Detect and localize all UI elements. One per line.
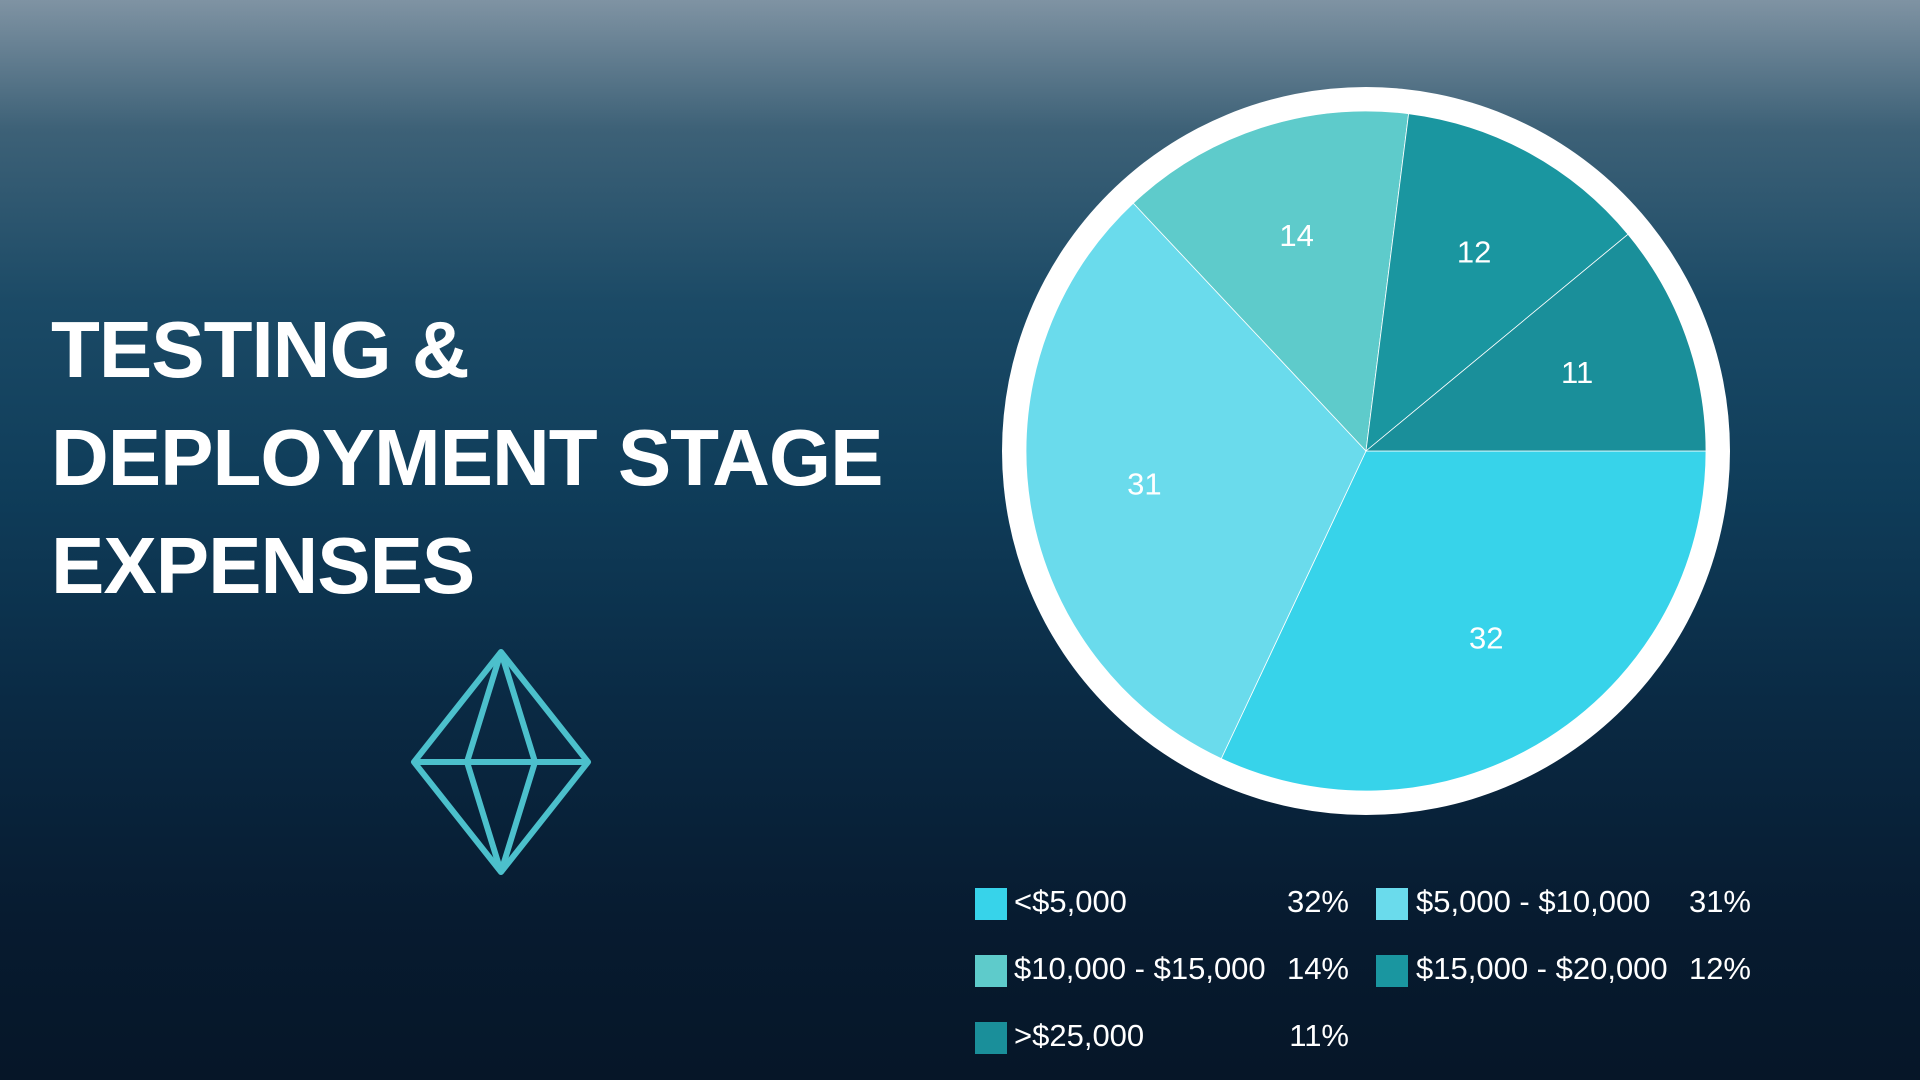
legend-swatch — [1376, 955, 1408, 987]
legend-value: 11% — [1289, 1018, 1349, 1053]
legend-label: <$5,000 — [1014, 884, 1127, 919]
legend-value: 14% — [1287, 951, 1349, 986]
pie-slice — [1220, 450, 1707, 792]
pie-slice — [1364, 233, 1707, 452]
legend-swatch — [975, 955, 1007, 987]
legend-label: $5,000 - $10,000 — [1416, 884, 1650, 919]
slice-label: 11 — [1561, 355, 1593, 390]
legend-label: $10,000 - $15,000 — [1014, 951, 1266, 986]
legend-value: 32% — [1287, 884, 1349, 919]
legend-value: 12% — [1689, 951, 1751, 986]
slice-label: 12 — [1457, 235, 1491, 270]
legend-swatch — [975, 888, 1007, 920]
slice-label: 32 — [1469, 621, 1503, 656]
legend-label: >$25,000 — [1014, 1018, 1144, 1053]
slice-label: 14 — [1279, 218, 1313, 253]
legend-swatch — [975, 1022, 1007, 1054]
diamond-icon — [411, 649, 591, 875]
legend-value: 31% — [1689, 884, 1751, 919]
pie-slice — [1365, 113, 1629, 452]
pie-slice — [1025, 202, 1367, 760]
slice-label: 31 — [1127, 466, 1161, 501]
legend-label: $15,000 - $20,000 — [1416, 951, 1668, 986]
legend-swatch — [1376, 888, 1408, 920]
slide-title: TESTING & DEPLOYMENT STAGE EXPENSES — [51, 305, 883, 610]
pie-slice — [1132, 110, 1410, 452]
